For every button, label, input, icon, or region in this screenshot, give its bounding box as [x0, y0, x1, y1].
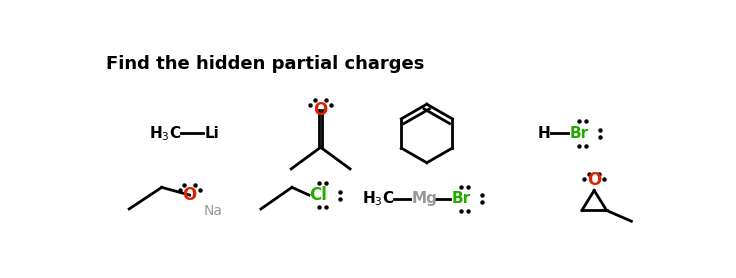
Text: Mg: Mg	[411, 192, 437, 206]
Text: O: O	[587, 171, 601, 189]
Text: Br: Br	[452, 192, 471, 206]
Text: Br: Br	[570, 126, 589, 141]
Text: Na: Na	[204, 204, 222, 218]
Text: O: O	[314, 101, 328, 119]
Text: Li: Li	[205, 126, 219, 141]
Text: H: H	[538, 126, 551, 141]
Text: Cl: Cl	[309, 186, 327, 204]
Text: O: O	[183, 186, 197, 204]
Text: Find the hidden partial charges: Find the hidden partial charges	[106, 55, 425, 73]
Text: H$_3$C: H$_3$C	[362, 190, 394, 208]
Text: H$_3$C: H$_3$C	[149, 124, 181, 143]
